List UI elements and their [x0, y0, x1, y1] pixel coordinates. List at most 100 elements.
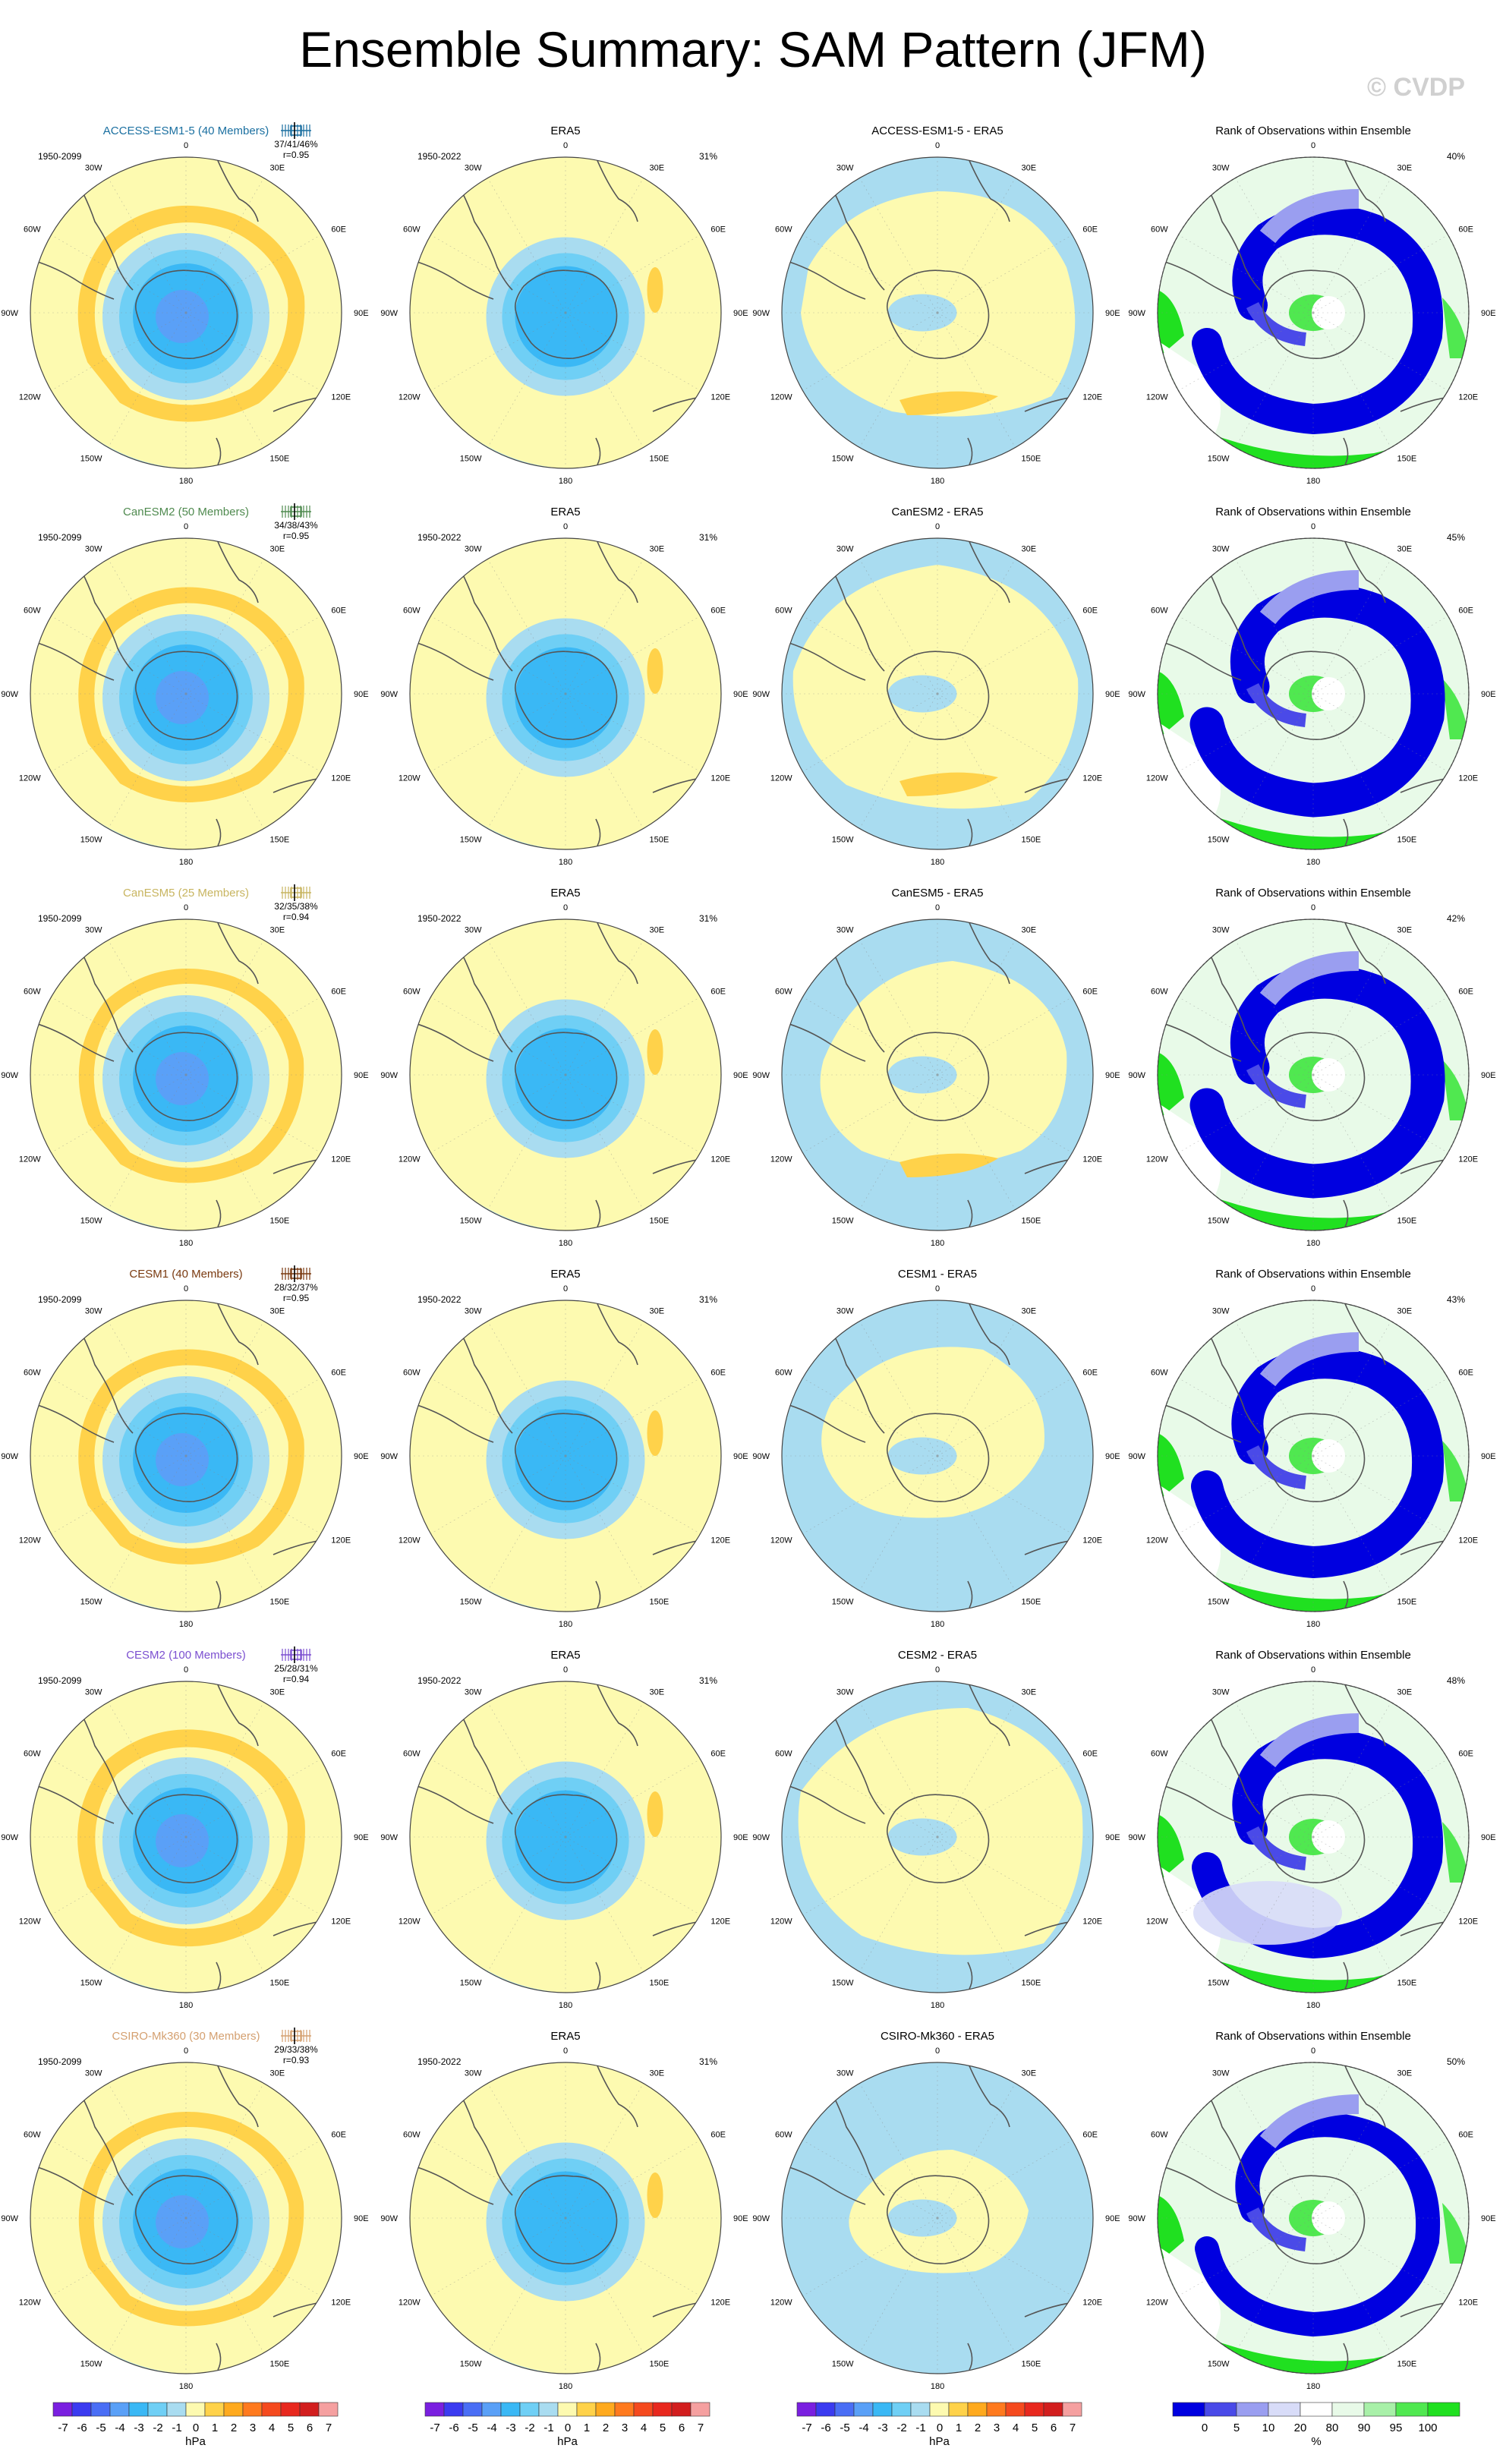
longitude-label-30E: 30E — [1022, 1688, 1037, 1697]
longitude-label-150W: 150W — [460, 1597, 482, 1606]
colorbar-swatch — [128, 2402, 149, 2417]
colorbar-swatch — [52, 2402, 73, 2417]
longitude-label-150W: 150W — [460, 454, 482, 463]
longitude-label-30W: 30W — [1212, 164, 1230, 173]
longitude-label-60W: 60W — [775, 607, 792, 616]
colorbar-swatch — [280, 2402, 301, 2417]
longitude-label-120E: 120E — [710, 393, 730, 402]
longitude-label-150W: 150W — [80, 1216, 102, 1225]
longitude-label-90W: 90W — [752, 1452, 770, 1461]
longitude-label-180: 180 — [1306, 1239, 1320, 1248]
longitude-label-90W: 90W — [1, 1833, 18, 1842]
ensemble-percent-range: 34/38/43% — [274, 520, 318, 531]
difference-panel-title: CESM2 - ERA5 — [898, 1649, 977, 1662]
longitude-label-120E: 120E — [331, 393, 351, 402]
colorbar-tick-label: 0 — [565, 2421, 571, 2434]
model-panel-title: CSIRO-Mk360 (30 Members) — [112, 2030, 260, 2043]
longitude-label-30W: 30W — [85, 1688, 102, 1697]
obs-percent-variance: 31% — [699, 2056, 717, 2067]
longitude-label-90W: 90W — [1, 2214, 18, 2223]
longitude-label-30W: 30W — [1212, 2069, 1230, 2078]
longitude-label-120W: 120W — [1146, 1155, 1168, 1164]
longitude-label-150W: 150W — [1208, 1597, 1230, 1606]
obs-percent-variance: 31% — [699, 532, 717, 543]
longitude-label-30E: 30E — [270, 1307, 285, 1316]
longitude-label-120E: 120E — [331, 1917, 351, 1927]
longitude-label-120E: 120E — [710, 774, 730, 783]
longitude-label-60E: 60E — [331, 607, 346, 616]
difference-panel-title: CanESM2 - ERA5 — [892, 506, 984, 518]
longitude-label-90W: 90W — [1128, 309, 1145, 318]
rank-panel-title: Rank of Observations within Ensemble — [1215, 2030, 1411, 2043]
colorbar-swatch — [576, 2402, 597, 2417]
longitude-label-60W: 60W — [403, 2131, 421, 2140]
longitude-label-60E: 60E — [1458, 225, 1473, 235]
colorbar-swatch — [633, 2402, 654, 2417]
longitude-label-0: 0 — [184, 1284, 188, 1293]
difference-colorbar: -7 -6 -5 -4 -3 -2 -1 0 1 2 3 4 5 6 7 hPa — [796, 2402, 1082, 2448]
longitude-label-60W: 60W — [1151, 2131, 1168, 2140]
colorbar-tick-label: 5 — [660, 2421, 666, 2434]
longitude-label-0: 0 — [184, 903, 188, 912]
longitude-label-90W: 90W — [752, 2214, 770, 2223]
longitude-label-150E: 150E — [1397, 454, 1417, 463]
colorbar-swatch — [967, 2402, 988, 2417]
colorbar-swatch — [853, 2402, 874, 2417]
longitude-label-180: 180 — [559, 1620, 572, 1629]
longitude-label-30W: 30W — [85, 2069, 102, 2078]
obs-panel-title: ERA5 — [550, 1649, 580, 1662]
longitude-label-120W: 120W — [19, 774, 41, 783]
colorbar-tick-label: -5 — [840, 2421, 849, 2434]
longitude-label-30E: 30E — [650, 926, 665, 935]
longitude-label-120W: 120W — [770, 2299, 792, 2308]
colorbar-swatch — [1172, 2402, 1205, 2417]
longitude-label-150E: 150E — [270, 1597, 290, 1606]
colorbar-swatch — [872, 2402, 893, 2417]
longitude-label-30W: 30W — [1212, 926, 1230, 935]
obs-colorbar: -7 -6 -5 -4 -3 -2 -1 0 1 2 3 4 5 6 7 hPa — [424, 2402, 710, 2448]
longitude-label-90E: 90E — [733, 309, 748, 318]
longitude-label-120E: 120E — [710, 1917, 730, 1927]
longitude-label-120E: 120E — [1458, 1917, 1478, 1927]
longitude-label-60W: 60W — [403, 607, 421, 616]
obs-percent-variance: 31% — [699, 913, 717, 924]
longitude-label-60W: 60W — [1151, 1369, 1168, 1378]
longitude-label-60W: 60W — [1151, 607, 1168, 616]
colorbar-tick-label: 2 — [603, 2421, 609, 2434]
rank-panel-title: Rank of Observations within Ensemble — [1215, 887, 1411, 900]
longitude-label-120E: 120E — [710, 1536, 730, 1546]
colorbar-tick-label: -3 — [877, 2421, 887, 2434]
longitude-label-120E: 120E — [1082, 1155, 1102, 1164]
longitude-label-30E: 30E — [270, 926, 285, 935]
rank-panel: 0 30E 60E 90E 120E 150E 180 150W 120W 90W 60W 30W — [1128, 1665, 1495, 2010]
longitude-label-30W: 30W — [465, 1688, 482, 1697]
longitude-label-120W: 120W — [770, 1155, 792, 1164]
colorbar-swatch — [1204, 2402, 1237, 2417]
obs-panel-title: ERA5 — [550, 506, 580, 518]
colorbar-tick-label: 2 — [975, 2421, 981, 2434]
longitude-label-60W: 60W — [24, 988, 41, 997]
longitude-label-60W: 60W — [24, 225, 41, 235]
colorbar-swatch — [891, 2402, 912, 2417]
colorbar-swatch — [519, 2402, 540, 2417]
longitude-label-180: 180 — [1306, 2001, 1320, 2010]
colorbar-tick-label: 3 — [250, 2421, 256, 2434]
rank-panel: 0 30E 60E 90E 120E 150E 180 150W 120W 90W 60W 30W — [1128, 903, 1495, 1248]
colorbar-swatch — [796, 2402, 817, 2417]
obs-panel-title: ERA5 — [550, 2030, 580, 2043]
longitude-label-120W: 120W — [19, 1536, 41, 1546]
longitude-label-0: 0 — [563, 522, 568, 531]
longitude-label-150E: 150E — [1022, 1597, 1041, 1606]
colorbar-unit: hPa — [929, 2435, 950, 2448]
colorbar-swatch — [109, 2402, 130, 2417]
colorbar-tick-label: 3 — [622, 2421, 628, 2434]
longitude-label-30W: 30W — [1212, 1307, 1230, 1316]
longitude-label-60W: 60W — [775, 1750, 792, 1759]
longitude-label-30E: 30E — [1022, 1307, 1037, 1316]
longitude-label-30E: 30E — [650, 164, 665, 173]
colorbar-swatch — [1331, 2402, 1365, 2417]
colorbar-swatch — [481, 2402, 502, 2417]
longitude-label-150E: 150E — [1022, 1216, 1041, 1225]
longitude-label-60E: 60E — [1082, 2131, 1098, 2140]
longitude-label-90W: 90W — [380, 1071, 398, 1080]
